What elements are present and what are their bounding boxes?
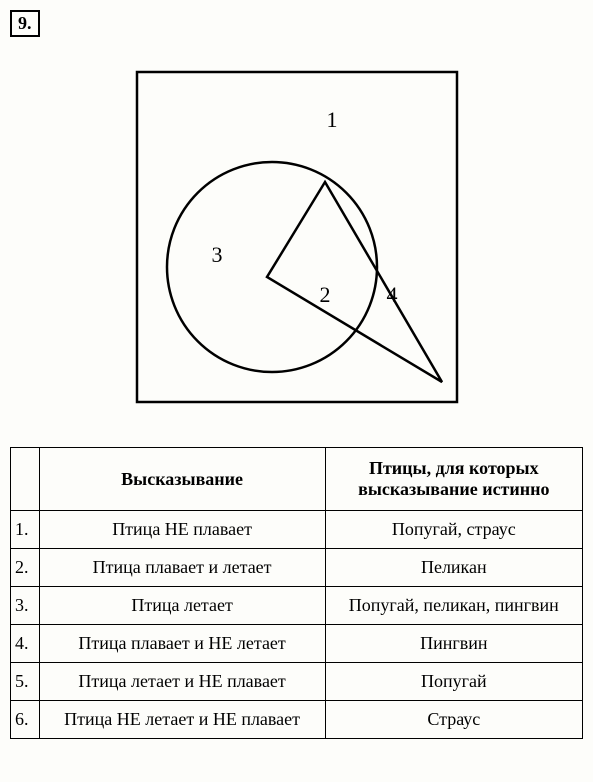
table-row: 3.Птица летаетПопугай, пеликан, пингвин — [11, 587, 583, 625]
row-statement: Птица НЕ летает и НЕ плавает — [39, 701, 325, 739]
row-statement: Птица НЕ плавает — [39, 511, 325, 549]
diagram-triangle — [267, 182, 442, 382]
row-statement: Птица летает и НЕ плавает — [39, 663, 325, 701]
diagram-square — [137, 72, 457, 402]
row-birds: Пеликан — [325, 549, 582, 587]
table-row: 2.Птица плавает и летаетПеликан — [11, 549, 583, 587]
region-label-3: 3 — [211, 242, 222, 267]
region-label-4: 4 — [386, 282, 397, 307]
row-number: 5. — [11, 663, 40, 701]
header-blank — [11, 448, 40, 511]
row-number: 1. — [11, 511, 40, 549]
table-header-row: Высказывание Птицы, для которых высказыв… — [11, 448, 583, 511]
region-label-1: 1 — [326, 107, 337, 132]
row-statement: Птица плавает и НЕ летает — [39, 625, 325, 663]
header-statement: Высказывание — [39, 448, 325, 511]
row-birds: Страус — [325, 701, 582, 739]
row-statement: Птица летает — [39, 587, 325, 625]
header-birds: Птицы, для которых высказывание истинно — [325, 448, 582, 511]
row-number: 2. — [11, 549, 40, 587]
row-number: 3. — [11, 587, 40, 625]
table-row: 6.Птица НЕ летает и НЕ плаваетСтраус — [11, 701, 583, 739]
row-statement: Птица плавает и летает — [39, 549, 325, 587]
region-label-2: 2 — [319, 282, 330, 307]
venn-diagram: 1 2 3 4 — [107, 52, 487, 427]
problem-number: 9. — [10, 10, 40, 37]
row-birds: Попугай, страус — [325, 511, 582, 549]
row-birds: Попугай, пеликан, пингвин — [325, 587, 582, 625]
table-row: 4.Птица плавает и НЕ летаетПингвин — [11, 625, 583, 663]
table-row: 1.Птица НЕ плаваетПопугай, страус — [11, 511, 583, 549]
row-number: 6. — [11, 701, 40, 739]
row-birds: Попугай — [325, 663, 582, 701]
row-birds: Пингвин — [325, 625, 582, 663]
diagram-svg: 1 2 3 4 — [107, 52, 487, 422]
table-row: 5.Птица летает и НЕ плаваетПопугай — [11, 663, 583, 701]
row-number: 4. — [11, 625, 40, 663]
diagram-container: 1 2 3 4 — [10, 52, 583, 427]
statements-table: Высказывание Птицы, для которых высказыв… — [10, 447, 583, 739]
